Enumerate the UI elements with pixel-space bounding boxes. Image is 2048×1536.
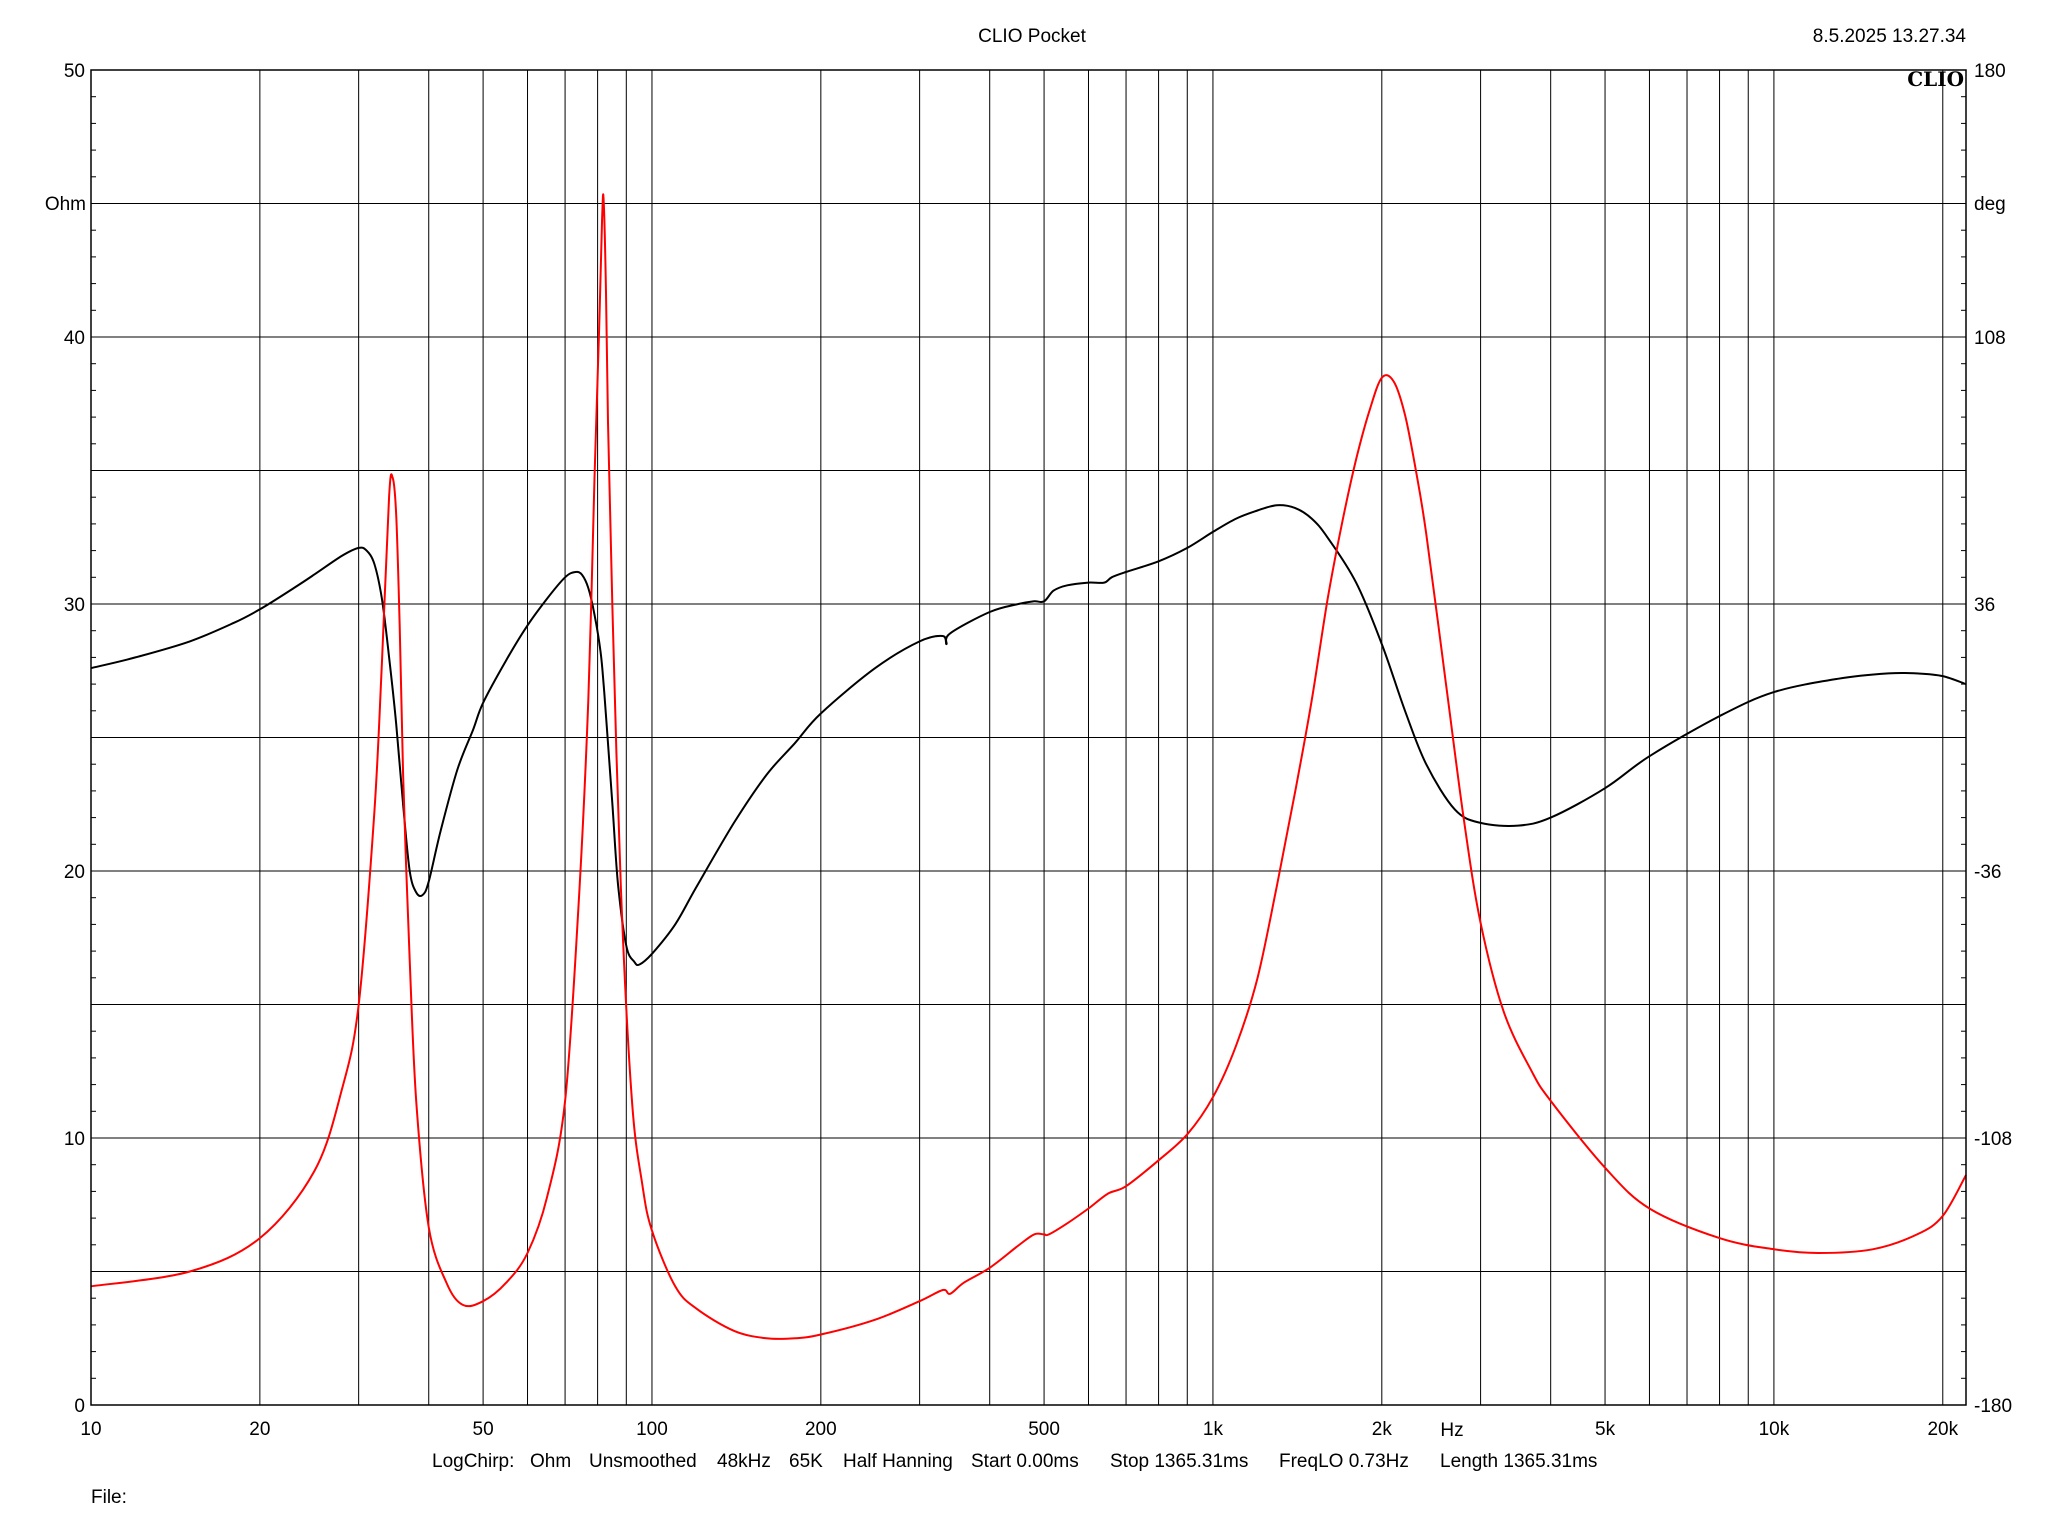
info-unit: Ohm — [530, 1451, 572, 1472]
grid-lines — [91, 70, 1966, 1405]
info-mode: LogChirp: — [432, 1451, 515, 1472]
x-axis-unit-label: Hz — [1440, 1420, 1463, 1441]
info-stop: Stop 1365.31ms — [1110, 1451, 1249, 1472]
y-right-tick-label: -108 — [1974, 1129, 2012, 1150]
x-tick-label: 50 — [473, 1419, 494, 1440]
y-left-axis-label: Ohm — [45, 194, 86, 215]
app-title: CLIO Pocket — [978, 26, 1086, 47]
info-rate: 48kHz — [717, 1451, 771, 1472]
x-tick-label: 1k — [1203, 1419, 1224, 1440]
y-right-tick-label: 108 — [1974, 328, 2006, 349]
y-left-tick-label: 50 — [64, 61, 85, 82]
y-right-tick-label: 180 — [1974, 61, 2006, 82]
x-tick-label: 100 — [636, 1419, 668, 1440]
y-left-tick-label: 20 — [64, 862, 85, 883]
info-smoothing: Unsmoothed — [589, 1451, 697, 1472]
info-window: Half Hanning — [843, 1451, 953, 1472]
info-freqlo: FreqLO 0.73Hz — [1279, 1451, 1409, 1472]
y-left-tick-label: 0 — [74, 1396, 85, 1417]
x-tick-label: 20k — [1927, 1419, 1958, 1440]
y-right-tick-label: 36 — [1974, 595, 1995, 616]
file-label: File: — [91, 1487, 127, 1508]
x-tick-label: 10k — [1759, 1419, 1790, 1440]
y-right-tick-label: -180 — [1974, 1396, 2012, 1417]
series-group — [90, 193, 1967, 1340]
y-right-tick-label: -36 — [1974, 862, 2001, 883]
x-tick-label: 10 — [80, 1419, 101, 1440]
x-tick-label: 20 — [249, 1419, 270, 1440]
plot-frame — [90, 69, 1967, 1406]
info-length: Length 1365.31ms — [1440, 1451, 1598, 1472]
y-left-tick-label: 30 — [64, 595, 85, 616]
y-right-axis-label: deg — [1974, 194, 2006, 215]
clio-logo: CLIO — [1907, 67, 1964, 91]
tick-labels: 10 20 50 100 200 500 1k 2k 5k 10k 20k01020304050-1… — [64, 61, 2012, 1440]
x-tick-label: 500 — [1028, 1419, 1060, 1440]
timestamp: 8.5.2025 13.27.34 — [1813, 26, 1967, 47]
x-tick-label: 200 — [805, 1419, 837, 1440]
x-tick-label: 5k — [1595, 1419, 1616, 1440]
info-size: 65K — [789, 1451, 823, 1472]
phase-series-line — [90, 193, 1967, 1340]
y-left-tick-label: 10 — [64, 1129, 85, 1150]
info-start: Start 0.00ms — [971, 1451, 1079, 1472]
x-tick-label: 2k — [1372, 1419, 1393, 1440]
y-left-tick-label: 40 — [64, 328, 85, 349]
impedance-series-line — [90, 504, 1967, 967]
